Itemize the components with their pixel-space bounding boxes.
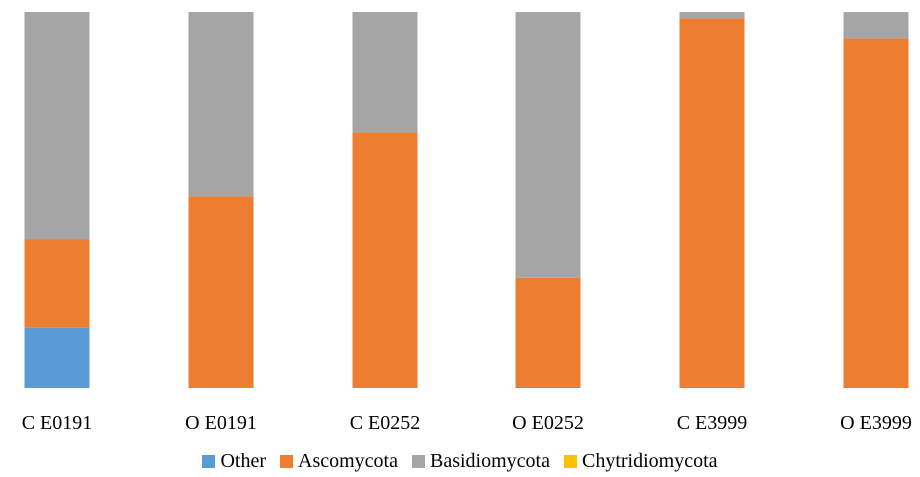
bar-basidiomycota-o-e0252 bbox=[515, 12, 581, 278]
x-tick-label: O E3999 bbox=[840, 412, 912, 434]
bar-other-c-e3999 bbox=[679, 386, 745, 388]
x-tick-label: O E0252 bbox=[512, 412, 584, 434]
stacked-bar-chart: C E0191 O E0191 C E0252 O E0252 C E3999 O E39… bbox=[22, 12, 912, 434]
legend: Other Ascomycota Basidiomycota Chytridio… bbox=[0, 450, 920, 473]
legend-label-other: Other bbox=[220, 450, 267, 472]
legend-swatch-other bbox=[202, 455, 216, 468]
bar-ascomycota-c-e0191 bbox=[24, 239, 90, 328]
bar-ascomycota-o-e0191 bbox=[188, 196, 254, 388]
bar-basidiomycota-c-e0191 bbox=[24, 12, 90, 240]
bar-basidiomycota-c-e3999 bbox=[679, 12, 745, 19]
legend-label-ascomycota: Ascomycota bbox=[298, 450, 398, 472]
bar-ascomycota-c-e3999 bbox=[679, 18, 745, 387]
legend-item-chytridiomycota: Chytridiomycota bbox=[563, 450, 718, 473]
legend-item-ascomycota: Ascomycota bbox=[280, 450, 398, 473]
x-tick-label: C E0252 bbox=[350, 412, 421, 434]
x-tick-label: C E0191 bbox=[22, 412, 93, 434]
bar-basidiomycota-o-e0191 bbox=[188, 12, 254, 197]
bar-ascomycota-c-e0252 bbox=[352, 132, 418, 388]
bar-basidiomycota-c-e0252 bbox=[352, 12, 418, 133]
x-tick-labels: C E0191 O E0191 C E0252 O E0252 C E3999 O E39… bbox=[22, 412, 912, 434]
legend-item-other: Other bbox=[202, 450, 266, 473]
bars-group bbox=[24, 12, 909, 388]
bar-ascomycota-o-e3999 bbox=[843, 38, 909, 388]
bar-ascomycota-o-e0252 bbox=[515, 277, 581, 387]
legend-swatch-ascomycota bbox=[280, 455, 294, 468]
legend-label-basidiomycota: Basidiomycota bbox=[430, 450, 550, 472]
bar-basidiomycota-o-e3999 bbox=[843, 12, 909, 39]
legend-swatch-basidiomycota bbox=[412, 455, 425, 468]
bar-other-o-e0252 bbox=[515, 386, 581, 388]
bar-other-c-e0191 bbox=[24, 327, 90, 388]
x-tick-label: C E3999 bbox=[677, 412, 748, 434]
legend-item-basidiomycota: Basidiomycota bbox=[412, 450, 550, 473]
legend-swatch-chytridiomycota bbox=[563, 455, 577, 468]
x-tick-label: O E0191 bbox=[185, 412, 257, 434]
legend-label-chytridiomycota: Chytridiomycota bbox=[581, 450, 718, 472]
